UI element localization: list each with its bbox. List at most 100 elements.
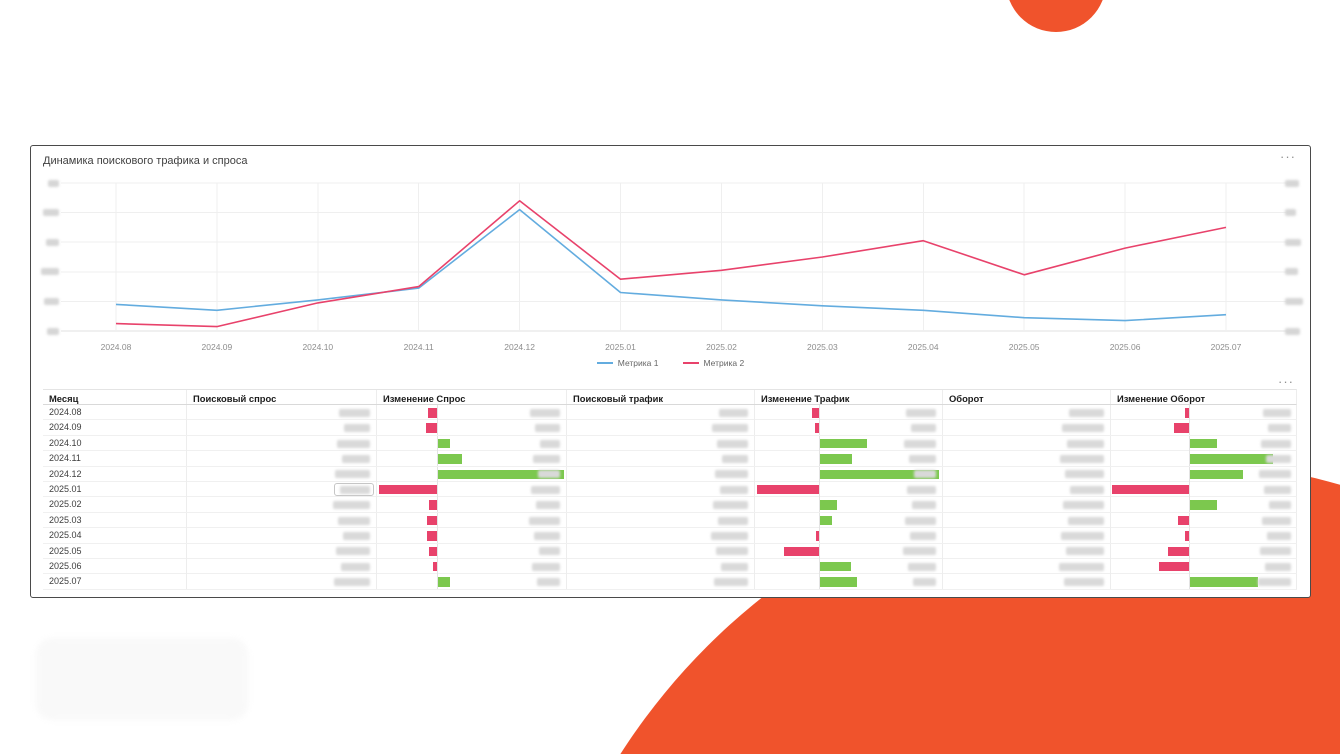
positive-change-bar xyxy=(820,454,852,464)
value-cell xyxy=(376,481,566,497)
value-cell xyxy=(1110,435,1297,451)
value-cell xyxy=(376,451,566,467)
x-axis-label: 2024.10 xyxy=(302,342,334,352)
negative-change-bar xyxy=(1112,484,1189,495)
table-row[interactable]: 2025.06 xyxy=(43,558,1297,575)
redacted-value xyxy=(1259,470,1291,479)
redacted-value xyxy=(1263,408,1291,417)
redacted-value xyxy=(1059,562,1104,571)
y-axis-tick-redacted xyxy=(48,179,59,187)
table-row[interactable]: 2024.12 xyxy=(43,466,1297,482)
value-cell xyxy=(754,451,942,467)
bar-axis xyxy=(437,558,438,574)
redacted-value xyxy=(1268,424,1291,433)
bar-axis xyxy=(1189,543,1190,559)
value-cell xyxy=(186,466,376,482)
bar-axis xyxy=(1189,405,1190,420)
positive-change-bar xyxy=(438,577,450,587)
redacted-value xyxy=(530,408,560,417)
bar-axis xyxy=(1189,420,1190,436)
bar-axis xyxy=(1189,481,1190,497)
redacted-value xyxy=(906,408,936,417)
negative-change-bar xyxy=(1159,561,1189,572)
value-cell xyxy=(942,543,1110,559)
table-row[interactable]: 2024.10 xyxy=(43,435,1297,452)
bar-axis xyxy=(819,405,820,420)
y-axis-tick-redacted xyxy=(47,327,59,335)
table-row[interactable]: 2025.01 xyxy=(43,481,1297,498)
bar-axis xyxy=(819,481,820,497)
bar-axis xyxy=(437,405,438,420)
bar-axis xyxy=(1189,574,1190,590)
bar-axis xyxy=(1189,512,1190,528)
table-row[interactable]: 2025.05 xyxy=(43,543,1297,559)
value-cell xyxy=(376,528,566,544)
negative-change-bar xyxy=(426,423,437,433)
value-cell xyxy=(754,481,942,497)
value-cell xyxy=(1110,512,1297,528)
column-header: Поисковый спрос xyxy=(186,390,376,404)
negative-change-bar xyxy=(1168,546,1189,557)
chart-menu-button[interactable]: ··· xyxy=(1280,149,1296,164)
month-cell: 2025.04 xyxy=(49,530,82,541)
redacted-value xyxy=(536,501,560,510)
bar-axis xyxy=(1189,466,1190,482)
redacted-value xyxy=(538,470,560,479)
redacted-value xyxy=(1070,485,1104,494)
value-cell xyxy=(942,435,1110,451)
value-cell xyxy=(186,435,376,451)
month-cell: 2025.07 xyxy=(49,576,82,587)
month-cell: 2025.02 xyxy=(49,499,82,510)
redacted-value xyxy=(1061,531,1104,540)
table-row[interactable]: 2025.02 xyxy=(43,497,1297,513)
legend-line-swatch xyxy=(682,362,699,364)
table-row[interactable]: 2024.08 xyxy=(43,405,1297,421)
x-axis-label: 2025.01 xyxy=(605,342,636,352)
redacted-value xyxy=(340,485,370,494)
y-axis-tick-redacted xyxy=(44,297,59,305)
bar-axis xyxy=(819,543,820,559)
bar-axis xyxy=(819,420,820,436)
month-cell: 2025.01 xyxy=(49,483,82,494)
value-cell xyxy=(754,466,942,482)
table-menu-button[interactable]: ··· xyxy=(1278,374,1294,389)
value-cell xyxy=(1110,420,1297,436)
negative-change-bar xyxy=(1178,515,1189,526)
value-cell xyxy=(942,405,1110,420)
negative-change-bar xyxy=(379,484,437,495)
value-cell xyxy=(754,574,942,590)
value-cell xyxy=(376,558,566,574)
redacted-value xyxy=(334,578,370,587)
bar-axis xyxy=(437,512,438,528)
value-cell xyxy=(942,574,1110,590)
table-row[interactable]: 2025.07 xyxy=(43,574,1297,590)
redacted-value xyxy=(333,501,370,510)
legend-item[interactable]: Метрика 1 xyxy=(596,358,659,368)
x-axis-label: 2024.08 xyxy=(100,342,132,352)
value-cell xyxy=(754,558,942,574)
redacted-value xyxy=(537,578,560,587)
redacted-value xyxy=(343,531,370,540)
redacted-value xyxy=(913,578,936,587)
table-row[interactable]: 2024.09 xyxy=(43,420,1297,436)
table-row[interactable]: 2025.04 xyxy=(43,528,1297,544)
legend-label: Метрика 2 xyxy=(703,358,745,368)
redacted-value xyxy=(1065,470,1104,479)
value-cell xyxy=(566,435,754,451)
negative-change-bar xyxy=(427,531,437,541)
bar-axis xyxy=(437,466,438,482)
redacted-value xyxy=(712,424,748,433)
table-row[interactable]: 2025.03 xyxy=(43,512,1297,529)
table-row[interactable]: 2024.11 xyxy=(43,451,1297,467)
value-cell xyxy=(566,466,754,482)
month-cell: 2025.05 xyxy=(49,545,82,556)
value-cell xyxy=(754,497,942,513)
redacted-value xyxy=(1060,454,1104,463)
x-axis-label: 2024.12 xyxy=(504,342,535,352)
redacted-value xyxy=(337,439,370,448)
legend-item[interactable]: Метрика 2 xyxy=(682,358,745,368)
value-cell xyxy=(376,435,566,451)
value-cell xyxy=(1110,405,1297,420)
y-axis-tick-redacted xyxy=(43,209,59,217)
bar-axis xyxy=(819,466,820,482)
